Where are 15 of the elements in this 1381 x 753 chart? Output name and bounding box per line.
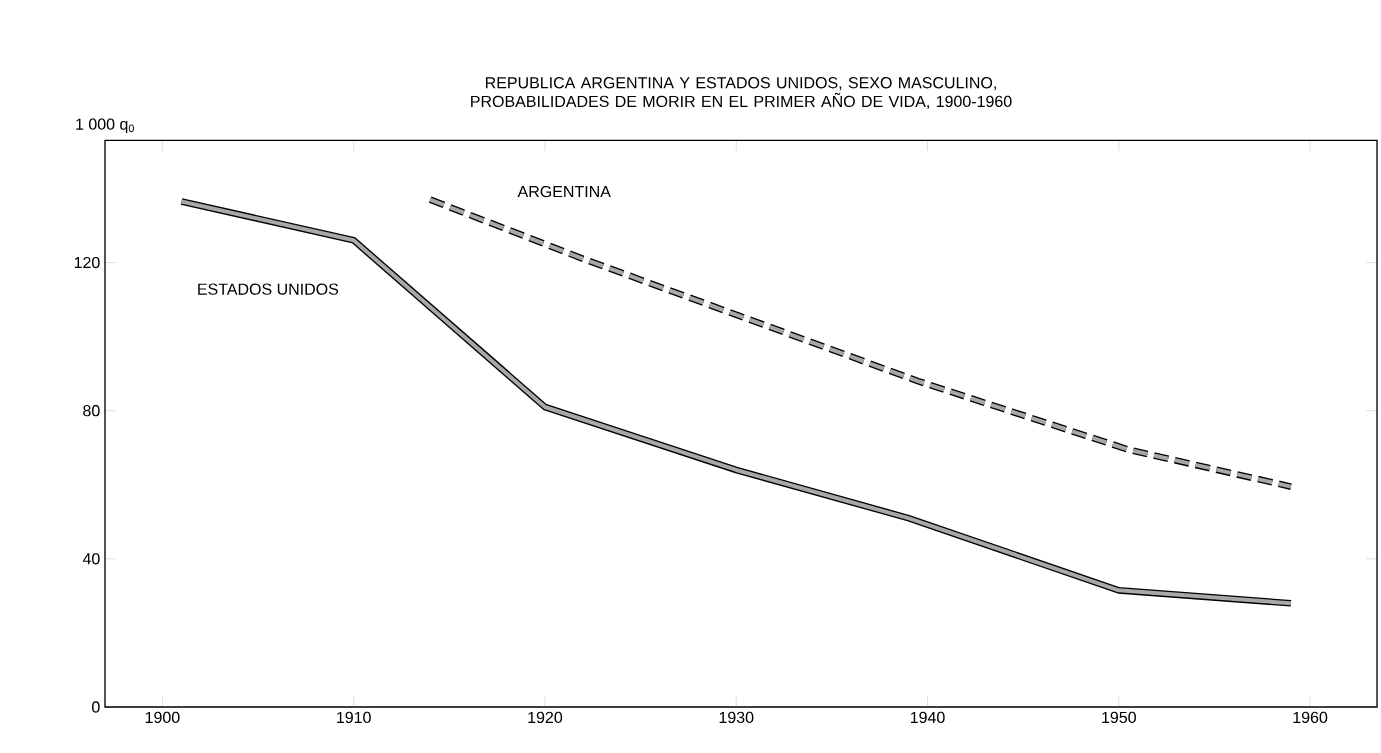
y-tick-label: 120 [74,256,100,269]
text: ARGENTINA [517,185,611,198]
y-tick-label: 40 [82,553,100,565]
x-tick-label: 1920 [528,711,563,724]
chart-title: REPUBLICA ARGENTINA Y ESTADOS UNIDOS, SEXO MASCULINO, PROBABILIDADES DE MORIR EN EL PRIMER AÑO DE VIDA, 1900-1960 [471,77,1012,109]
y-tick-label: 0 [92,701,100,713]
x-tick-label: 1910 [337,711,371,724]
x-tick-label: 1900 [145,711,180,724]
y-tick-label: 80 [83,405,100,417]
x-tick-label: 1950 [1102,711,1136,724]
x-tick-label: 1960 [1293,711,1328,724]
y-axis-title: 1 000 q$_{0}$ [76,118,134,133]
x-tick-label: 1940 [910,711,945,724]
x-tick-label: 1930 [719,711,754,724]
text: ESTADOS UNIDOS [198,283,339,295]
